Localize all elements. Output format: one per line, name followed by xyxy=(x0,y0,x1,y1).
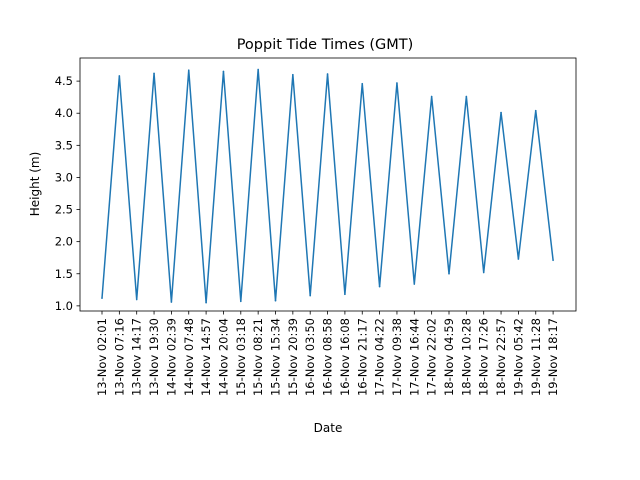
data-point xyxy=(482,271,485,274)
y-tick-label: 4.5 xyxy=(55,74,73,88)
axes-frame xyxy=(79,57,577,312)
data-point xyxy=(552,259,554,262)
x-tick-label: 13-Nov 07:16 xyxy=(112,318,126,396)
y-axis-ticks: 1.0 1.5 2.0 2.5 3.0 3.5 4.0 4.5 xyxy=(55,74,80,313)
data-point xyxy=(101,297,103,299)
x-tick-label: 18-Nov 10:28 xyxy=(459,318,473,396)
data-point xyxy=(274,299,277,302)
x-tick-label: 13-Nov 02:01 xyxy=(95,318,109,396)
x-tick-label: 18-Nov 17:26 xyxy=(477,318,491,396)
data-point xyxy=(309,294,312,297)
data-point xyxy=(240,300,242,303)
data-point xyxy=(448,272,450,275)
y-axis-label: Height (m) xyxy=(28,152,42,217)
x-tick-label: 17-Nov 16:44 xyxy=(407,318,421,396)
x-tick-label: 14-Nov 20:04 xyxy=(216,318,230,396)
y-tick-label: 1.0 xyxy=(55,299,73,313)
x-tick-label: 15-Nov 20:39 xyxy=(286,318,300,396)
series-line xyxy=(101,68,554,304)
x-tick-label: 14-Nov 02:39 xyxy=(164,318,178,396)
data-point xyxy=(292,73,294,76)
data-point xyxy=(378,285,381,288)
y-tick-label: 1.5 xyxy=(55,267,73,281)
x-axis-ticks: 13-Nov 02:01 13-Nov 07:16 13-Nov 14:17 13-N… xyxy=(95,311,560,396)
data-point xyxy=(413,283,416,285)
x-tick-label: 16-Nov 03:50 xyxy=(303,318,317,396)
y-tick-label: 2.0 xyxy=(55,235,73,249)
y-tick-label: 4.0 xyxy=(55,106,73,120)
x-tick-label: 18-Nov 04:59 xyxy=(442,318,456,396)
data-point xyxy=(257,68,259,71)
data-point xyxy=(430,95,433,98)
data-point xyxy=(465,95,468,98)
data-point xyxy=(118,75,121,77)
x-axis-label: Date xyxy=(314,421,343,435)
y-tick-label: 2.5 xyxy=(55,203,73,217)
x-tick-label: 15-Nov 03:18 xyxy=(234,318,248,396)
x-tick-label: 14-Nov 07:48 xyxy=(182,318,196,396)
data-point xyxy=(205,301,207,304)
data-point xyxy=(361,82,364,85)
data-point xyxy=(534,109,537,112)
x-tick-label: 18-Nov 22:57 xyxy=(494,318,508,396)
x-tick-label: 16-Nov 21:17 xyxy=(355,318,369,396)
x-tick-label: 13-Nov 19:30 xyxy=(147,318,161,396)
x-tick-label: 17-Nov 04:22 xyxy=(373,318,387,396)
chart-title: Poppit Tide Times (GMT) xyxy=(237,37,414,53)
x-tick-label: 16-Nov 16:08 xyxy=(338,318,352,396)
data-point xyxy=(222,70,225,73)
data-point xyxy=(187,69,190,71)
data-point xyxy=(396,82,398,84)
x-tick-label: 19-Nov 18:17 xyxy=(546,318,560,396)
data-point xyxy=(344,293,346,296)
data-point xyxy=(500,111,502,114)
x-tick-label: 19-Nov 05:42 xyxy=(511,318,525,396)
x-tick-label: 16-Nov 08:58 xyxy=(321,318,335,396)
y-tick-label: 3.5 xyxy=(55,138,73,152)
y-tick-label: 3.0 xyxy=(55,170,73,184)
x-tick-label: 13-Nov 14:17 xyxy=(130,318,144,396)
data-point xyxy=(170,301,173,303)
x-tick-label: 17-Nov 09:38 xyxy=(390,318,404,396)
plot-area xyxy=(79,57,577,312)
data-point xyxy=(517,258,520,260)
x-tick-label: 15-Nov 15:34 xyxy=(269,318,283,396)
data-point xyxy=(135,298,138,301)
x-tick-label: 15-Nov 08:21 xyxy=(251,318,265,396)
data-point xyxy=(326,73,329,75)
x-tick-label: 14-Nov 14:57 xyxy=(199,318,213,396)
x-tick-label: 19-Nov 11:28 xyxy=(529,318,543,396)
data-point xyxy=(153,72,155,75)
x-tick-label: 17-Nov 22:02 xyxy=(425,318,439,396)
